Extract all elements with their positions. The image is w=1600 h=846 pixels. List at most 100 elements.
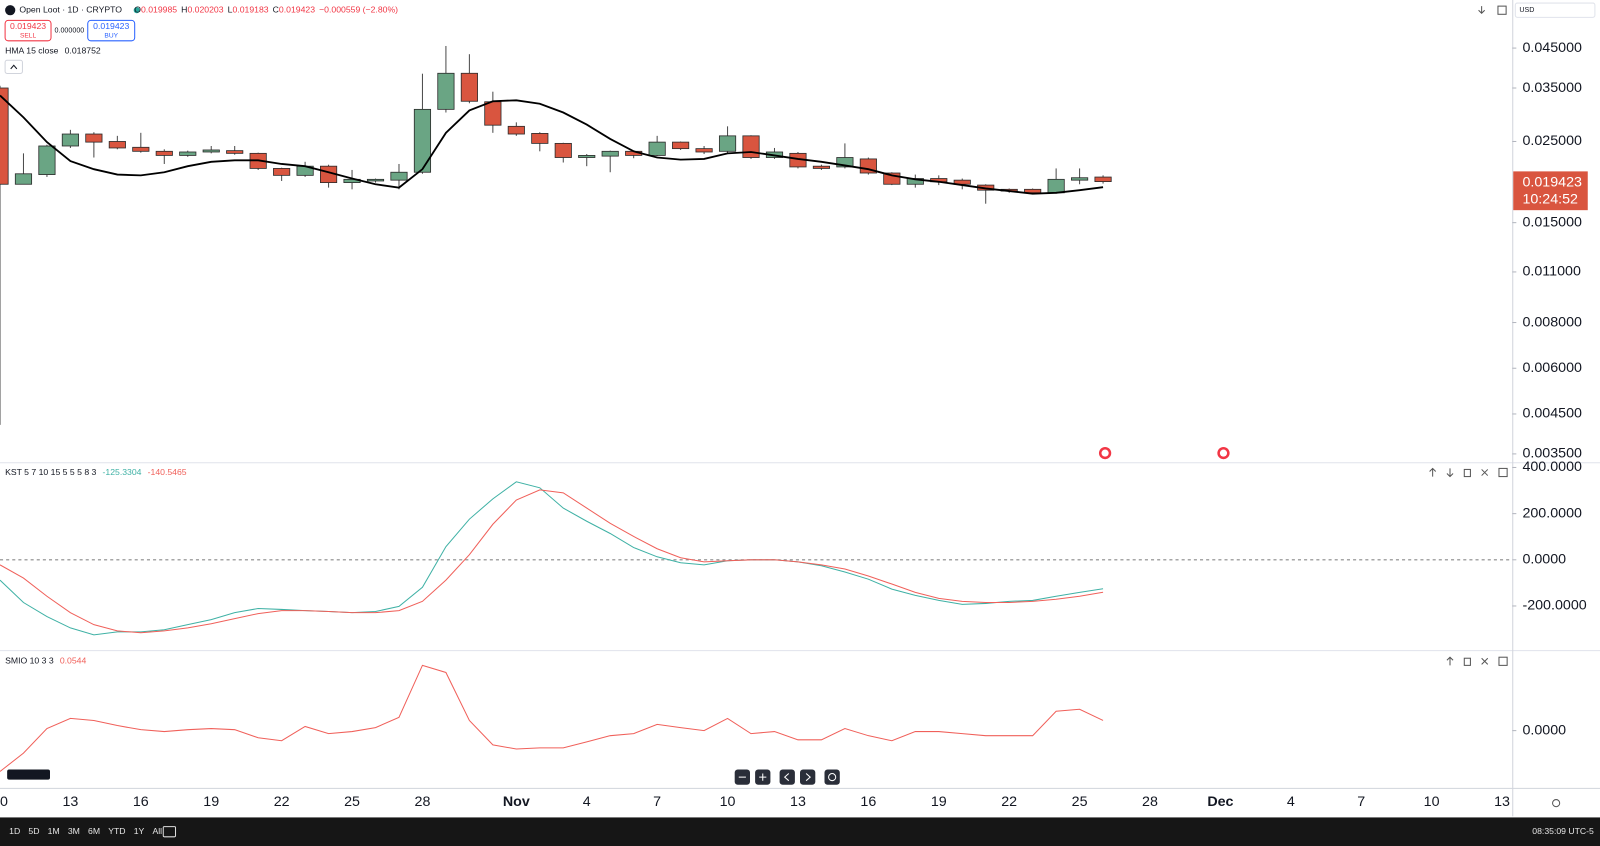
candle-body [202, 149, 220, 153]
price-change: −0.000559 (−2.80%) [319, 5, 398, 15]
candle-body [1047, 178, 1065, 194]
symbol-title: Open Loot · 1D · CRYPTO [19, 5, 122, 15]
candle-body [14, 173, 33, 185]
candle-body [531, 133, 549, 144]
x-tick-label: 22 [1001, 794, 1017, 810]
spread: 0.000000 [55, 27, 85, 35]
collapse-icon [10, 64, 18, 70]
range-button[interactable]: All [152, 826, 162, 836]
indicator-line [0, 489, 1104, 634]
y-tick-label: 0.004500 [1522, 406, 1582, 422]
indicator-line [0, 664, 1104, 772]
collapse-button[interactable] [4, 59, 23, 74]
pane-plot [0, 45, 1112, 425]
sell-label: SELL [20, 32, 37, 39]
scroll-left[interactable] [779, 769, 795, 785]
x-tick-label: 16 [133, 794, 149, 810]
move-up[interactable] [1429, 467, 1437, 477]
candle-body [366, 178, 385, 182]
icon[interactable] [1478, 6, 1486, 14]
candle-body [672, 141, 690, 150]
y-tick-label: 0.011000 [1522, 264, 1581, 280]
candle-body [85, 133, 103, 143]
x-tick-label: 4 [1287, 794, 1295, 810]
sell-button[interactable] [4, 19, 52, 42]
candle-body [554, 142, 572, 158]
indicator-name: SMIO 10 3 3 [5, 656, 54, 666]
x-tick-label: 28 [415, 794, 431, 810]
last-price: 0.019423 [1522, 174, 1582, 190]
ohlc-value: 0.019985 [141, 5, 177, 15]
x-tick-label: 13 [790, 794, 806, 810]
scroll-right[interactable] [800, 769, 816, 785]
range-button[interactable]: 3M [68, 826, 80, 836]
settings[interactable] [1552, 799, 1561, 808]
pane-controls [1429, 467, 1508, 666]
y-tick-label: 0.006000 [1522, 360, 1582, 376]
x-tick-label: 22 [274, 794, 290, 810]
move-up[interactable] [1446, 656, 1454, 666]
candle-body [695, 148, 713, 153]
pane-plot [0, 481, 1513, 636]
x-tick-label: 10 [0, 794, 8, 810]
candle-body [718, 135, 737, 152]
x-tick-label: 16 [860, 794, 876, 810]
pane-plot [0, 664, 1104, 772]
y-tick-label: 0.025000 [1522, 133, 1582, 149]
maximize[interactable] [1481, 657, 1489, 665]
delete[interactable] [1463, 657, 1471, 666]
market-status [133, 7, 140, 14]
candle-body [812, 165, 830, 169]
candle-body [132, 146, 150, 152]
range-button[interactable]: 6M [88, 826, 100, 836]
icon [805, 773, 811, 782]
range-button[interactable]: YTD [108, 826, 125, 836]
more[interactable] [1498, 467, 1508, 478]
y-tick-label: 0.003500 [1522, 446, 1582, 462]
icon[interactable] [1497, 5, 1507, 15]
x-tick-label: 10 [720, 794, 736, 810]
range-button[interactable]: 1D [9, 826, 20, 836]
reset[interactable] [824, 769, 840, 785]
more[interactable] [1498, 656, 1508, 666]
candle-body [484, 101, 502, 126]
x-tick-label: 7 [1357, 794, 1365, 810]
maximize[interactable] [1481, 469, 1489, 476]
range-button[interactable]: 1Y [134, 826, 145, 836]
buy-label: BUY [104, 32, 118, 39]
candle-body [179, 151, 197, 156]
x-tick-label: 19 [203, 794, 219, 810]
sell-price: 0.019423 [10, 21, 46, 31]
delete[interactable] [1463, 468, 1471, 478]
date-range-icon[interactable] [162, 826, 177, 838]
x-tick-label: 19 [931, 794, 947, 810]
y-tick-label: 400.0000 [1522, 459, 1582, 475]
indicator-value: 0.018752 [65, 45, 101, 55]
range-button[interactable]: 1M [48, 826, 60, 836]
candle-body [648, 141, 666, 156]
indicator-line [0, 481, 1104, 636]
indicator-name: HMA 15 close [5, 45, 59, 55]
candle-body [108, 141, 126, 149]
event-icon [1101, 449, 1109, 457]
y-tick-label: 0.0000 [1522, 722, 1566, 738]
candle-body [390, 171, 408, 181]
bottom-toolbar [0, 817, 1600, 846]
candle-body [460, 72, 478, 102]
ohlc-value: 0.019183 [232, 5, 268, 15]
range-button[interactable]: 5D [28, 826, 39, 836]
candle-body [1094, 176, 1112, 182]
clock: 08:35:09 UTC-5 [1532, 826, 1594, 836]
candle-body [413, 108, 432, 173]
navigation [734, 769, 840, 785]
x-tick-label: 7 [653, 794, 661, 810]
y-tick-label: 0.015000 [1522, 214, 1582, 230]
move-down[interactable] [1446, 468, 1454, 478]
buy-button[interactable] [87, 19, 136, 42]
hma-line [0, 94, 1104, 195]
x-tick-label: 25 [344, 794, 360, 810]
candle-body [742, 135, 760, 158]
x-tick-label: Dec [1207, 794, 1233, 810]
currency-box[interactable] [1514, 2, 1596, 18]
